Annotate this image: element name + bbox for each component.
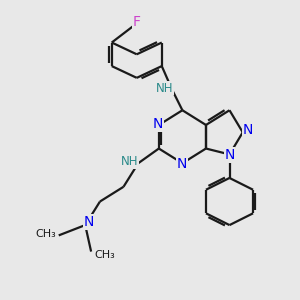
Text: N: N xyxy=(84,215,94,229)
Text: CH₃: CH₃ xyxy=(94,250,115,260)
Text: F: F xyxy=(133,15,141,29)
Text: NH: NH xyxy=(121,155,139,168)
Text: N: N xyxy=(177,157,187,171)
Text: N: N xyxy=(243,123,253,137)
Text: N: N xyxy=(224,148,235,162)
Text: CH₃: CH₃ xyxy=(35,229,56,239)
Text: NH: NH xyxy=(156,82,173,95)
Text: N: N xyxy=(153,117,164,131)
